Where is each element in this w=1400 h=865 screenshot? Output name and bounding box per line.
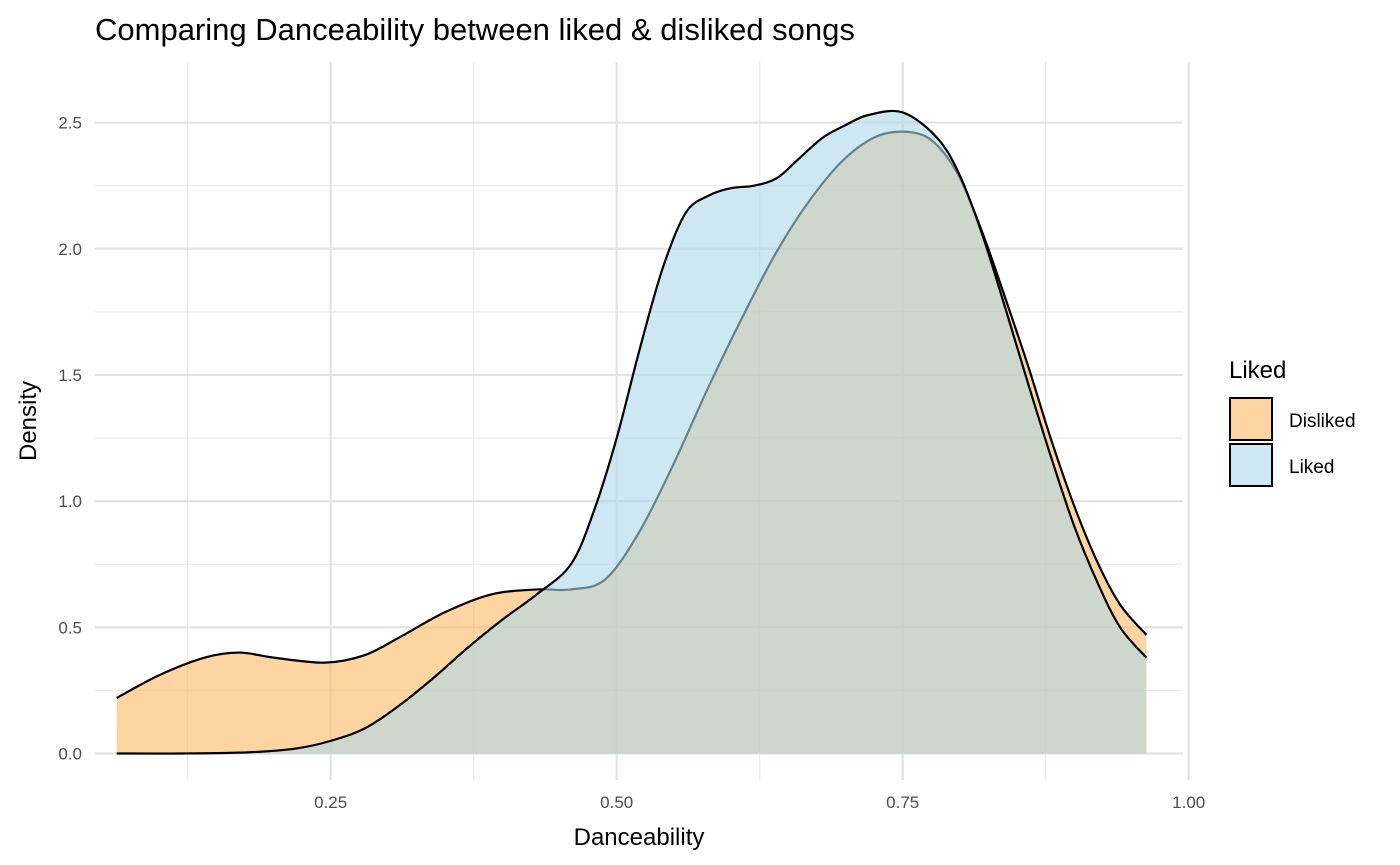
x-tick-label: 0.25 <box>314 793 347 812</box>
density-areas <box>116 109 1148 755</box>
y-tick-label: 1.0 <box>58 492 82 511</box>
x-axis-title: Danceability <box>574 824 705 851</box>
legend: Liked Disliked Liked <box>1229 357 1356 487</box>
x-tick-label: 0.75 <box>886 793 919 812</box>
y-axis-title: Density <box>15 381 42 461</box>
chart-title: Comparing Danceability between liked & d… <box>95 12 855 47</box>
legend-title: Liked <box>1229 357 1286 384</box>
x-tick-label: 0.50 <box>600 793 633 812</box>
legend-swatch-liked <box>1229 443 1273 487</box>
y-tick-label: 0.5 <box>58 618 82 637</box>
y-tick-label: 1.5 <box>58 366 82 385</box>
y-axis-ticks: 0.0 0.5 1.0 1.5 2.0 2.5 <box>58 114 82 764</box>
y-tick-label: 2.0 <box>58 240 82 259</box>
x-axis-ticks: 0.25 0.50 0.75 1.00 <box>314 793 1205 812</box>
y-tick-label: 0.0 <box>58 745 82 764</box>
density-area-liked <box>116 110 1147 754</box>
legend-label-liked: Liked <box>1289 457 1334 478</box>
y-tick-label: 2.5 <box>58 114 82 133</box>
legend-swatch-disliked <box>1229 397 1273 441</box>
density-line-liked <box>116 109 1148 755</box>
legend-label-disliked: Disliked <box>1289 411 1356 432</box>
x-tick-label: 1.00 <box>1172 793 1205 812</box>
